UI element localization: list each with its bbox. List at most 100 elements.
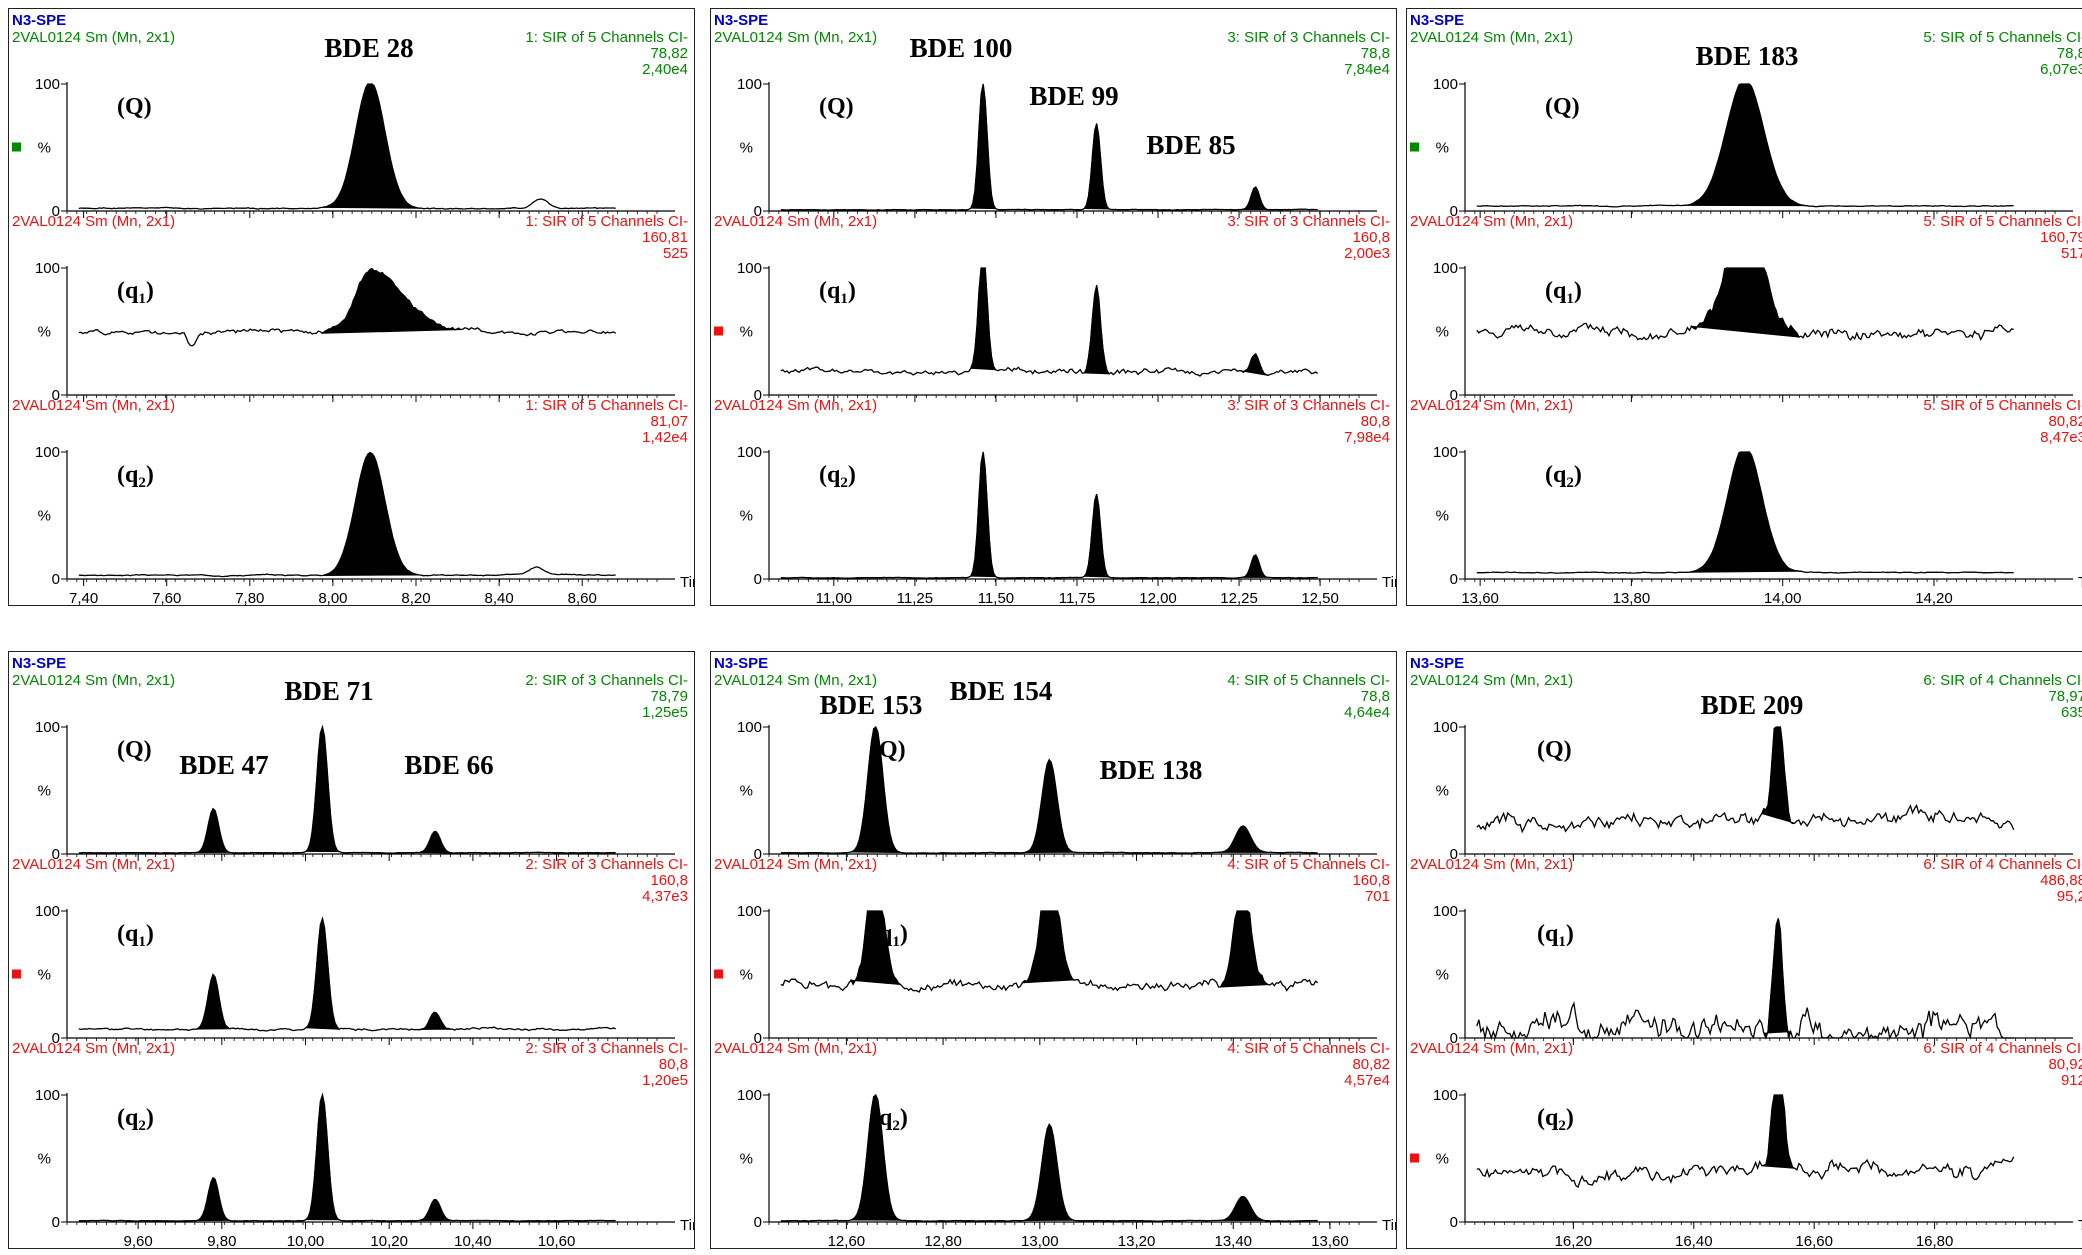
- channel-marker: [12, 969, 21, 979]
- trace-label: (q2): [1545, 462, 1582, 491]
- trace-label-close: ): [848, 462, 856, 488]
- time-axis-label: Time: [1382, 1217, 1397, 1234]
- y-tick-label-0: 0: [52, 387, 60, 404]
- x-tick-label: 11,50: [978, 590, 1014, 606]
- trace-header: 2VAL0124 Sm (Mn, 2x1): [1410, 1040, 1573, 1057]
- channel-label: 6: SIR of 4 Channels CI-: [1923, 672, 2082, 689]
- y-axis-percent: %: [38, 140, 51, 157]
- y-tick-label-100: 100: [1433, 719, 1458, 736]
- mass-label: 80,82: [2048, 413, 2082, 430]
- y-axis-percent: %: [740, 967, 753, 984]
- y-tick-label-100: 100: [1433, 76, 1458, 93]
- chromatogram-line: [78, 451, 616, 578]
- y-tick-label-100: 100: [737, 76, 762, 93]
- compound-label-bde-154: BDE 154: [950, 676, 1053, 706]
- y-tick-label-100: 100: [1433, 260, 1458, 277]
- x-tick-label: 16,20: [1555, 1233, 1593, 1249]
- y-axis-percent: %: [38, 508, 51, 525]
- mass-label: 80,82: [1352, 1056, 1390, 1073]
- channel-label: 3: SIR of 3 Channels CI-: [1227, 397, 1390, 414]
- channel-marker: [1410, 142, 1419, 152]
- peak-fill: [322, 452, 420, 576]
- peak-fill: [304, 725, 341, 853]
- compound-label-bde-66: BDE 66: [404, 750, 493, 780]
- trace-1: 2VAL0124 Sm (Mn, 2x1) 3: SIR of 3 Channel…: [714, 29, 1390, 220]
- y-tick-label-0: 0: [52, 1030, 60, 1047]
- x-tick-label: 8,40: [485, 590, 514, 606]
- intensity-label: 4,37e3: [642, 888, 688, 905]
- x-tick-label: 11,00: [816, 590, 852, 606]
- trace-label-close: ): [146, 278, 154, 304]
- chromatogram-line: [780, 910, 1319, 993]
- trace-3: 2VAL0124 Sm (Mn, 2x1) 6: SIR of 4 Channel…: [1410, 1040, 2082, 1249]
- chromatogram-line: [780, 83, 1318, 211]
- trace-header: 2VAL0124 Sm (Mn, 2x1): [1410, 672, 1573, 689]
- y-axis-percent: %: [38, 967, 51, 984]
- y-tick-label-100: 100: [35, 444, 60, 461]
- trace-header: 2VAL0124 Sm (Mn, 2x1): [12, 1040, 175, 1057]
- trace-label-subscript: 1: [840, 291, 848, 307]
- compound-label-bde-209: BDE 209: [1701, 690, 1804, 720]
- trace-2: 2VAL0124 Sm (Mn, 2x1) 6: SIR of 4 Channel…: [1410, 856, 2082, 1047]
- peak-fill: [304, 916, 341, 1030]
- intensity-label: 1,25e5: [642, 704, 688, 721]
- time-axis-label: Time: [680, 574, 695, 591]
- mass-label: 160,8: [1352, 229, 1390, 246]
- mass-label: 80,8: [659, 1056, 688, 1073]
- x-tick-label: 11,25: [897, 590, 933, 606]
- trace-header: 2VAL0124 Sm (Mn, 2x1): [714, 1040, 877, 1057]
- y-tick-label-100: 100: [35, 719, 60, 736]
- trace-label: (q1): [1545, 278, 1582, 307]
- mass-label: 78,82: [650, 45, 688, 62]
- x-tick-label: 7,40: [69, 590, 98, 606]
- intensity-label: 635: [2061, 704, 2082, 721]
- trace-header: 2VAL0124 Sm (Mn, 2x1): [714, 29, 877, 46]
- trace-label: (q2): [117, 1105, 154, 1134]
- panel-title: N3-SPE: [714, 12, 768, 29]
- x-tick-label: 13,00: [1021, 1233, 1059, 1249]
- y-tick-label-100: 100: [737, 444, 762, 461]
- x-tick-label: 8,60: [568, 590, 597, 606]
- trace-1: 2VAL0124 Sm (Mn, 2x1) 2: SIR of 3 Channel…: [12, 672, 688, 863]
- channel-label: 5: SIR of 5 Channels CI-: [1923, 29, 2082, 46]
- trace-label: (q1): [117, 278, 154, 307]
- x-tick-label: 13,20: [1118, 1233, 1156, 1249]
- y-tick-label-0: 0: [754, 1214, 762, 1231]
- chromatogram-line: [1476, 83, 2014, 208]
- time-axis-label: Time: [1382, 574, 1397, 591]
- y-tick-label-0: 0: [52, 846, 60, 863]
- peak-fill: [1690, 267, 1800, 338]
- peak-fill: [417, 830, 453, 854]
- intensity-label: 4,64e4: [1344, 704, 1390, 721]
- chromatogram-line: [78, 916, 616, 1032]
- y-tick-label-0: 0: [1450, 203, 1458, 220]
- trace-label: (q2): [1537, 1105, 1574, 1134]
- x-tick-label: 10,40: [454, 1233, 492, 1249]
- y-tick-label-100: 100: [737, 719, 762, 736]
- chromatogram-line: [1476, 1094, 2015, 1189]
- trace-label: (q2): [871, 1105, 908, 1134]
- trace-label-subscript: 2: [1558, 1118, 1566, 1134]
- channel-label: 4: SIR of 5 Channels CI-: [1227, 856, 1390, 873]
- compound-label-bde-183: BDE 183: [1696, 41, 1799, 71]
- chromatogram-panel-1: N3-SPE 2VAL0124 Sm (Mn, 2x1) 1: SIR of 5 C…: [8, 8, 695, 606]
- trace-label-close: ): [146, 462, 154, 488]
- mass-label: 78,8: [1361, 45, 1390, 62]
- intensity-label: 1,42e4: [642, 429, 688, 446]
- x-tick-label: 13,60: [1311, 1233, 1349, 1249]
- mass-label: 160,79: [2040, 229, 2082, 246]
- chromatogram-line: [1476, 267, 2014, 341]
- trace-label: (Q): [1537, 737, 1572, 763]
- trace-label-close: ): [146, 921, 154, 947]
- trace-label: (Q): [1545, 94, 1580, 120]
- chromatogram-line: [78, 267, 617, 347]
- mass-label: 78,79: [650, 688, 688, 705]
- trace-label: (Q): [871, 737, 906, 763]
- time-axis-label: Time: [2078, 1217, 2082, 1234]
- mass-label: 160,8: [650, 872, 688, 889]
- trace-label-close: ): [900, 921, 908, 947]
- intensity-label: 7,98e4: [1344, 429, 1390, 446]
- y-axis-percent: %: [1436, 967, 1449, 984]
